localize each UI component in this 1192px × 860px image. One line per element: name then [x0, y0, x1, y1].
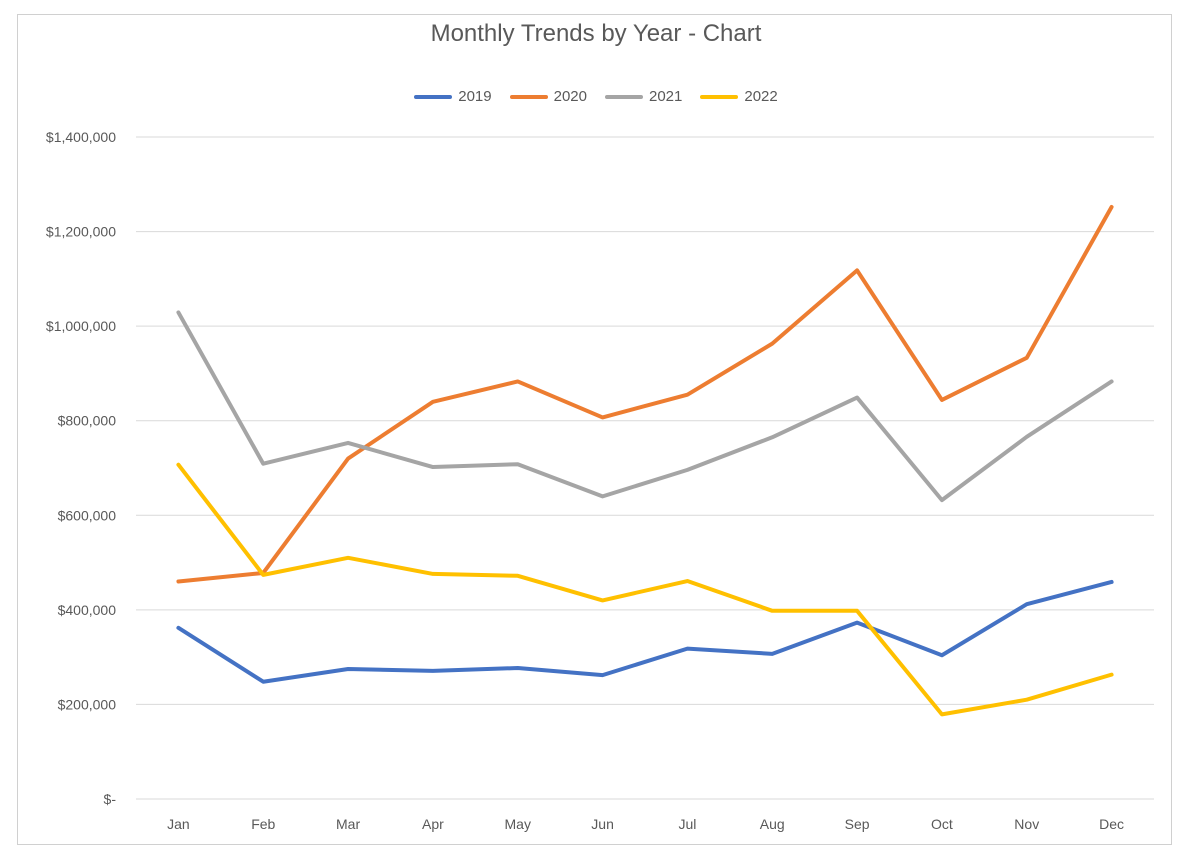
- y-tick-label: $1,200,000: [46, 224, 116, 240]
- y-tick-label: $400,000: [58, 602, 117, 618]
- legend-label: 2020: [553, 88, 587, 105]
- chart-title: Monthly Trends by Year - Chart: [430, 20, 762, 47]
- x-tick-label: Sep: [845, 816, 870, 832]
- x-tick-label: Nov: [1014, 816, 1039, 832]
- legend-item-2020: 2020: [509, 88, 587, 105]
- series-line-2019: [176, 579, 1114, 684]
- x-tick-label: Aug: [760, 816, 785, 832]
- series-line-2021: [176, 310, 1114, 503]
- y-tick-label: $800,000: [58, 413, 117, 429]
- x-tick-label: May: [505, 816, 531, 832]
- y-tick-label: $1,000,000: [46, 318, 116, 334]
- y-tick-label: $600,000: [58, 507, 117, 523]
- x-tick-label: Feb: [251, 816, 275, 832]
- x-tick-label: Mar: [336, 816, 360, 832]
- x-tick-label: Oct: [931, 816, 953, 832]
- series-line-2020: [176, 204, 1114, 584]
- legend-item-2019: 2019: [414, 88, 492, 105]
- x-tick-label: Jun: [591, 816, 614, 832]
- legend-swatch: [509, 94, 548, 99]
- x-tick-label: Jan: [167, 816, 190, 832]
- legend-label: 2021: [649, 88, 683, 105]
- x-tick-label: Apr: [422, 816, 444, 832]
- y-tick-label: $1,400,000: [46, 129, 116, 145]
- y-tick-label: $200,000: [58, 696, 117, 712]
- legend-item-2021: 2021: [605, 88, 682, 105]
- legend-swatch: [414, 94, 453, 99]
- series-line-2022: [176, 462, 1114, 717]
- legend-swatch: [700, 94, 739, 99]
- legend-swatch: [605, 94, 643, 99]
- legend-label: 2022: [744, 88, 778, 105]
- legend: 2019 2020 2021 2022: [0, 88, 1192, 105]
- legend-label: 2019: [458, 88, 492, 105]
- x-tick-label: Jul: [678, 816, 696, 832]
- y-tick-label: $-: [104, 791, 117, 807]
- legend-item-2022: 2022: [700, 88, 778, 105]
- x-tick-label: Dec: [1099, 816, 1124, 832]
